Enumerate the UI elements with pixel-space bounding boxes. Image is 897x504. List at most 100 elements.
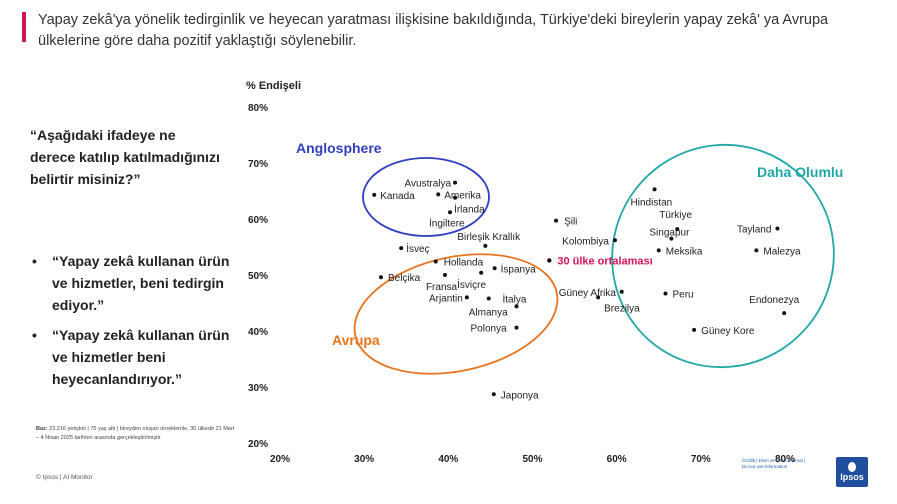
data-point: [492, 266, 497, 271]
confidentiality-note: Gizlilik | Ekim ve Ipsos internal | Do n…: [742, 458, 806, 469]
y-axis-label: % Endişeli: [246, 80, 301, 92]
y-tick-label: 60%: [248, 215, 268, 226]
data-point: [479, 270, 484, 275]
avrupa-ellipse: [353, 253, 559, 375]
data-point: [464, 295, 469, 300]
data-point-label: Malezya: [763, 246, 801, 257]
y-tick-label: 80%: [248, 103, 268, 114]
data-point: [596, 295, 601, 300]
data-point-label: Kolombiya: [562, 236, 609, 247]
bullet-dot-icon: •: [32, 253, 37, 269]
data-point-label: Almanya: [469, 308, 508, 319]
y-tick-label: 20%: [248, 439, 268, 450]
data-point: [754, 248, 759, 253]
data-point-label: Arjantin: [429, 293, 463, 304]
data-point-label: İtalya: [503, 292, 527, 305]
data-point: [372, 192, 377, 197]
data-point: [675, 227, 680, 232]
statement-item: • “Yapay zekâ kullanan ürün ve hizmetler…: [30, 324, 240, 390]
data-point-label: İsviçre: [457, 278, 486, 291]
data-point-label: Hindistan: [631, 197, 673, 208]
data-point: [514, 325, 519, 330]
x-tick-label: 40%: [438, 454, 458, 465]
data-point-label: Meksika: [666, 246, 703, 257]
y-tick-label: 70%: [248, 159, 268, 170]
y-tick-label: 30%: [248, 383, 268, 394]
statement-text: “Yapay zekâ kullanan ürün ve hizmetler b…: [52, 327, 230, 387]
data-point-label: Endonezya: [749, 295, 799, 306]
data-point: [775, 226, 780, 231]
x-tick-label: 30%: [354, 454, 374, 465]
data-point-label: Şili: [564, 217, 577, 228]
statement-list: • “Yapay zekâ kullanan ürün ve hizmetler…: [30, 250, 240, 398]
data-point: [436, 192, 441, 197]
base-note-label: Baz:: [36, 426, 48, 432]
survey-question: “Aşağıdaki ifadeye ne derece katılıp kat…: [30, 127, 220, 187]
data-point: [379, 275, 383, 280]
data-point: [433, 259, 438, 264]
footer-copyright: © Ipsos | AI Monitor: [36, 474, 93, 481]
logo-drop-icon: [848, 462, 856, 472]
data-point: [692, 327, 697, 332]
data-point: [399, 246, 404, 251]
data-point-label: Fransa: [426, 282, 458, 293]
y-tick-label: 40%: [248, 327, 268, 338]
data-point: [453, 180, 458, 185]
average-label: 30 ülke ortalaması: [557, 255, 652, 267]
data-point: [782, 311, 787, 316]
x-tick-label: 50%: [522, 454, 542, 465]
statement-item: • “Yapay zekâ kullanan ürün ve hizmetler…: [30, 250, 240, 316]
data-point-label: Birleşik Krallık: [457, 232, 521, 243]
data-point: [656, 248, 661, 253]
ipsos-logo: Ipsos: [836, 457, 868, 487]
data-point-label: Güney Afrika: [559, 288, 617, 299]
data-point: [442, 273, 447, 277]
data-point-label: İngiltere: [429, 216, 465, 229]
group-label-avrupa: Avrupa: [332, 332, 380, 348]
data-point-label: Japonya: [501, 390, 539, 401]
data-point: [448, 210, 453, 215]
data-point-label: Hollanda: [444, 258, 484, 269]
data-point-label: Brezilya: [604, 303, 640, 314]
base-note-text: 23.216 yetişkin | 75 yaş altı | bireyden…: [36, 426, 235, 441]
y-tick-label: 50%: [248, 271, 268, 282]
data-point: [669, 236, 674, 241]
daha-olumlu-ellipse: [611, 143, 835, 369]
data-point-label: İsveç: [406, 242, 429, 255]
base-note: Baz: 23.216 yetişkin | 75 yaş altı | bir…: [36, 425, 236, 443]
data-point-label: Belçika: [388, 273, 421, 284]
data-point: [453, 195, 458, 200]
data-point-label: Polonya: [471, 324, 508, 335]
data-point-label: Türkiye: [659, 210, 692, 221]
data-point-label: Tayland: [737, 225, 771, 236]
logo-text: Ipsos: [840, 472, 864, 482]
data-point-label: Avustralya: [405, 179, 452, 190]
data-point-label: Amerika: [444, 190, 481, 201]
data-point: [486, 296, 491, 301]
y-axis-ticks: 20% 30% 40% 50% 60% 70% 80%: [248, 103, 268, 450]
x-tick-label: 70%: [691, 454, 711, 465]
x-axis-ticks: 20% 30% 40% 50% 60% 70% 80%: [270, 454, 795, 465]
data-point-label: Güney Kore: [701, 326, 755, 337]
data-point-label: İrlanda: [454, 203, 485, 216]
data-point: [491, 392, 496, 397]
data-point-label: İspanya: [501, 262, 536, 275]
data-point-label: Kanada: [380, 191, 415, 202]
bullet-dot-icon: •: [32, 327, 37, 343]
anglosphere-ellipse: [362, 157, 490, 237]
group-label-anglosphere: Anglosphere: [296, 140, 382, 156]
data-point: [483, 243, 488, 248]
average-point: [547, 258, 552, 263]
group-label-daha-olumlu: Daha Olumlu: [757, 164, 843, 180]
data-point: [612, 238, 617, 243]
x-tick-label: 20%: [270, 454, 290, 465]
data-point-label: Singapur: [649, 228, 690, 239]
data-point: [663, 291, 668, 296]
data-point: [514, 304, 519, 309]
data-point-label: Peru: [672, 289, 693, 300]
data-point: [554, 218, 559, 223]
x-tick-label: 80%: [775, 454, 795, 465]
accent-bar: [22, 12, 26, 42]
